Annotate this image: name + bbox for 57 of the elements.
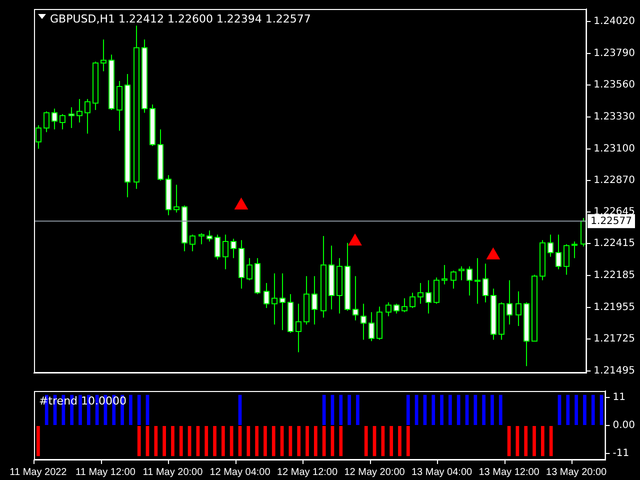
candlestick bbox=[76, 98, 82, 123]
candlestick bbox=[498, 302, 504, 340]
x-tick-label: 13 May 12:00 bbox=[478, 466, 540, 478]
x-tick-label: 11 May 20:00 bbox=[142, 466, 204, 478]
candlestick bbox=[134, 25, 140, 190]
point bbox=[486, 248, 500, 260]
ref-line-label: 1.22577 bbox=[590, 216, 632, 227]
chart-title: GBPUSD,H1 1.22412 1.22600 1.22394 1.22577 bbox=[50, 12, 311, 26]
candlestick bbox=[320, 235, 326, 318]
candlestick bbox=[100, 38, 106, 72]
candlestick bbox=[474, 258, 480, 304]
y-tick-label: 1.21725 bbox=[594, 334, 636, 345]
candlestick bbox=[572, 241, 578, 259]
x-tick-label: 12 May 04:00 bbox=[210, 466, 271, 478]
x-tick-label: 13 May 20:00 bbox=[546, 466, 608, 478]
y-tick-label: 1.22870 bbox=[594, 175, 636, 186]
point bbox=[348, 234, 362, 246]
x-tick-label: 11 May 12:00 bbox=[76, 466, 136, 478]
y-tick-label: 1.23790 bbox=[594, 48, 636, 59]
candlestick bbox=[36, 124, 42, 150]
candlestick bbox=[272, 272, 278, 326]
y-tick-label: 11 bbox=[612, 392, 626, 403]
candlestick bbox=[304, 276, 310, 326]
candlestick bbox=[198, 232, 204, 245]
candlestick bbox=[564, 244, 570, 276]
candlestick bbox=[450, 270, 456, 290]
candlestick bbox=[174, 184, 180, 213]
y-tick-label: 1.23100 bbox=[594, 143, 636, 154]
y-tick-label: 1.22185 bbox=[594, 270, 636, 282]
candlestick bbox=[336, 258, 342, 314]
candlestick bbox=[116, 80, 122, 132]
candlestick bbox=[540, 240, 546, 281]
x-tick-label: 12 May 20:00 bbox=[344, 466, 406, 478]
y-tick-label: 1.21495 bbox=[594, 366, 636, 377]
point bbox=[234, 198, 248, 210]
x-tick-label: 11 May 2022 bbox=[10, 466, 68, 478]
candlestick bbox=[222, 234, 228, 270]
candlestick bbox=[442, 264, 448, 285]
x-tick-label: 13 May 04:00 bbox=[411, 466, 473, 478]
x-tick-label: 12 May 12:00 bbox=[276, 466, 338, 478]
y-tick-label: 1.24020 bbox=[594, 16, 636, 28]
candlestick bbox=[296, 303, 302, 353]
candlestick bbox=[458, 266, 464, 281]
candlestick bbox=[246, 258, 252, 281]
candlestick bbox=[516, 290, 522, 326]
candlestick bbox=[418, 282, 424, 304]
y-tick-label: 1.22415 bbox=[594, 238, 636, 250]
candlestick bbox=[410, 292, 416, 308]
y-tick-label: -11 bbox=[612, 448, 630, 460]
y-tick-label: 1.23330 bbox=[594, 112, 636, 123]
y-tick-label: 1.21955 bbox=[594, 302, 636, 313]
candlestick bbox=[402, 298, 408, 313]
candlestick bbox=[60, 114, 66, 130]
candlestick bbox=[92, 61, 98, 111]
candlestick bbox=[84, 98, 90, 134]
y-tick-label: 1.23560 bbox=[594, 80, 636, 91]
y-tick-label: 0.00 bbox=[612, 420, 635, 432]
